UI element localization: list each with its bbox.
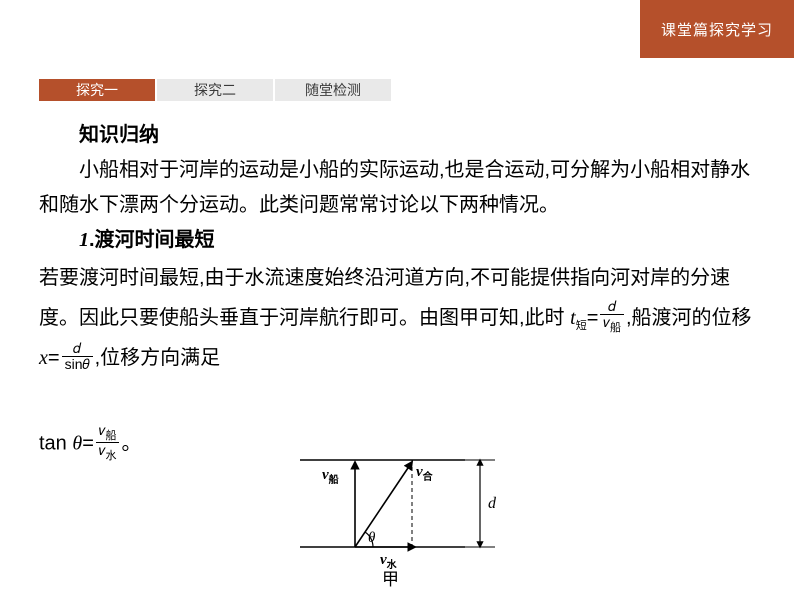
text-seg: ,位移方向满足 [95,347,221,369]
corner-badge: 课堂篇探究学习 [640,0,794,58]
label-vres: v合 [416,464,434,483]
tab-label: 探究二 [194,80,236,100]
label-d: d [488,495,497,512]
den-sub: 水 [105,450,116,462]
frac-den: 𝑣船 [600,315,624,334]
river-crossing-diagram: v船 v合 v水 θ d 甲 [300,442,520,592]
section-title: 知识归纳 [39,118,755,153]
tan-text: tan [39,433,72,455]
tab-explore-1[interactable]: 探究一 [39,79,155,101]
var-theta: θ [72,433,82,455]
eq-sign: = [48,347,60,369]
sub-short: 短 [576,320,587,332]
label-theta: θ [368,530,376,546]
final-formula: tan θ=𝑣船𝑣水。 [39,425,141,464]
sub-index: 1 [79,229,89,251]
fraction-1: 𝑑𝑣船 [600,299,624,334]
eq-sign: = [82,433,94,455]
den-sub: 船 [610,322,621,334]
tab-explore-2[interactable]: 探究二 [157,79,273,101]
var-x: x [39,347,48,369]
den-theta: 𝜃 [82,356,89,372]
paragraph-intro: 小船相对于河岸的运动是小船的实际运动,也是合运动,可分解为小船相对静水和随水下漂… [39,153,755,223]
tab-label: 随堂检测 [305,80,361,100]
corner-badge-text: 课堂篇探究学习 [661,19,773,40]
tabs: 探究一 探究二 随堂检测 [39,79,393,101]
frac-num: 𝑑 [62,341,93,357]
den-sin: sin [65,356,83,372]
frac-num: 𝑑 [600,299,624,315]
fraction-2: 𝑑sin𝜃 [62,341,93,373]
den-v: 𝑣 [603,314,610,330]
tab-quiz[interactable]: 随堂检测 [275,79,391,101]
text-seg: ,船渡河的位移 [626,307,752,329]
sub-title-text: .渡河时间最短 [89,229,215,251]
label-vboat: v船 [322,467,339,486]
period: 。 [121,433,141,455]
frac-num: 𝑣船 [96,423,120,443]
content-block: 知识归纳 小船相对于河岸的运动是小船的实际运动,也是合运动,可分解为小船相对静水… [39,118,755,378]
frac-den: 𝑣水 [96,443,120,462]
tab-label: 探究一 [76,80,118,100]
paragraph-formula: 若要渡河时间最短,由于水流速度始终沿河道方向,不可能提供指向河对岸的分速度。因此… [39,258,755,378]
subheading-1: 1.渡河时间最短 [39,223,755,258]
eq-sign: = [587,307,599,329]
label-vwater: v水 [380,552,398,571]
fraction-3: 𝑣船𝑣水 [96,423,120,462]
num-sub: 船 [105,430,116,442]
diagram-caption: 甲 [382,570,399,589]
frac-den: sin𝜃 [62,357,93,372]
